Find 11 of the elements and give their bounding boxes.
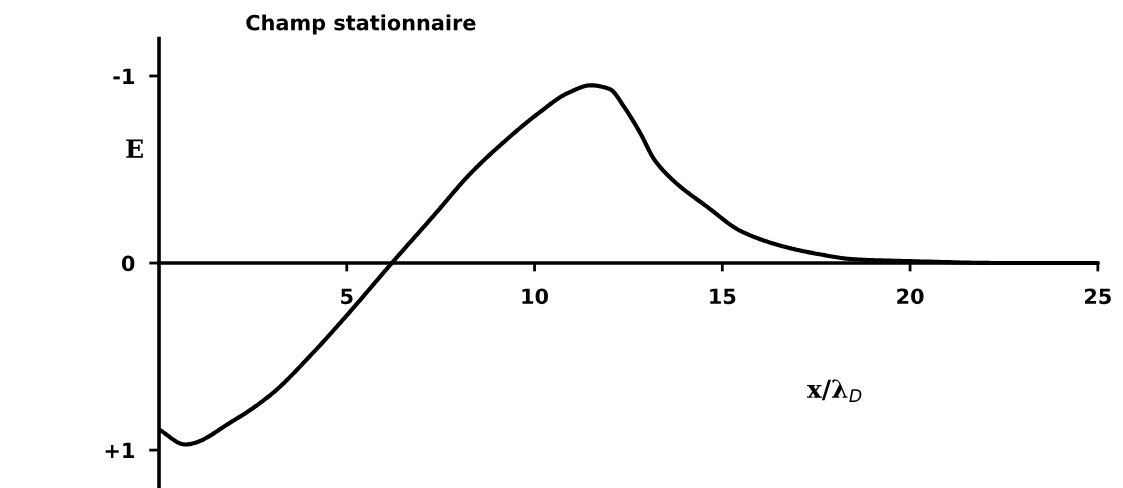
x-axis-title: x/λ$_{D}$ bbox=[806, 379, 862, 402]
chart-title: Champ stationnaire bbox=[246, 14, 476, 35]
x-tick-label: 15 bbox=[710, 288, 736, 305]
x-tick-label: 25 bbox=[1085, 288, 1111, 305]
y-axis-title: E bbox=[126, 139, 143, 158]
x-tick-label: 20 bbox=[897, 288, 924, 305]
x-tick-label: 10 bbox=[522, 288, 549, 305]
y-tick-label: +1 bbox=[105, 442, 134, 459]
x-tick-label: 5 bbox=[341, 288, 353, 305]
y-tick-label: -1 bbox=[113, 68, 134, 84]
y-tick-label: 0 bbox=[121, 255, 135, 272]
